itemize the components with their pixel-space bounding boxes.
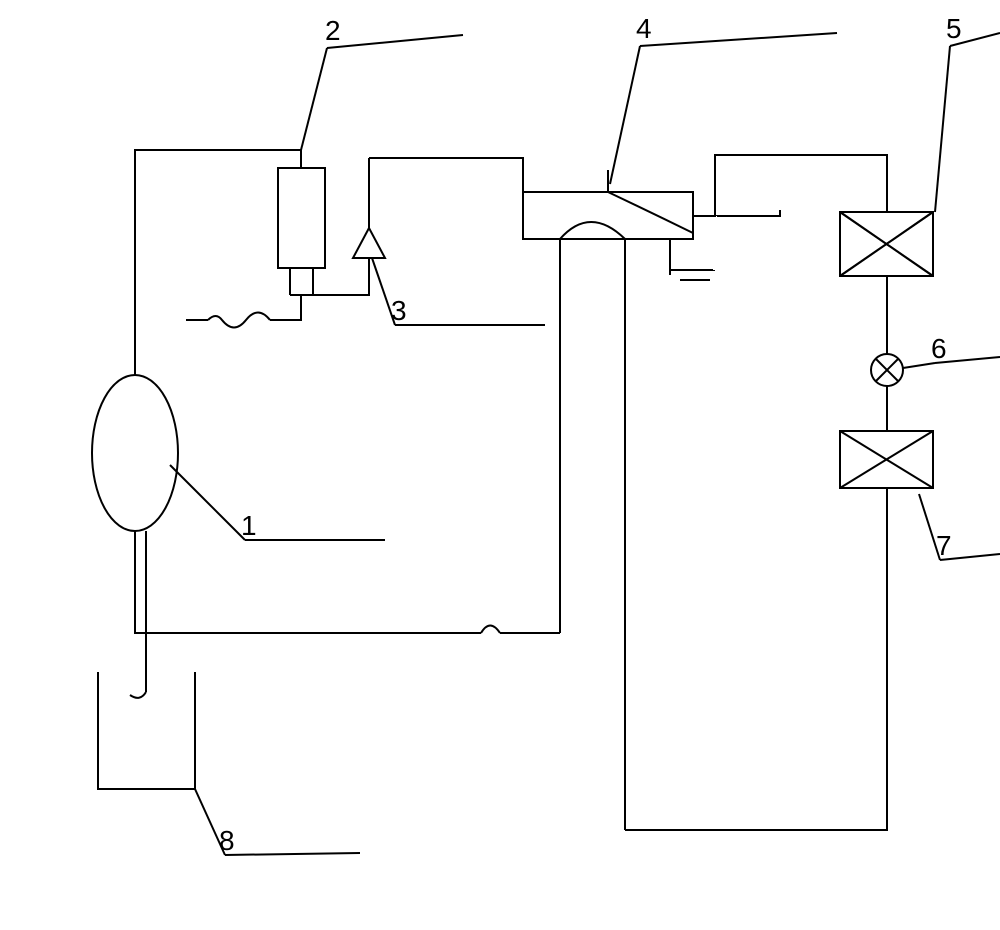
label-8: 8	[219, 825, 235, 856]
component-3-valve	[353, 158, 385, 285]
component-8-reservoir	[98, 672, 195, 789]
component-6-valve	[871, 354, 903, 386]
component-1-accumulator	[92, 375, 178, 531]
component-4-manifold	[523, 170, 693, 270]
label-3: 3	[391, 295, 407, 326]
label-5: 5	[946, 13, 962, 44]
piping	[135, 150, 887, 830]
label-6: 6	[931, 333, 947, 364]
piping-right	[670, 150, 933, 276]
label-2: 2	[325, 15, 341, 46]
component-2-block	[278, 168, 325, 295]
schematic-diagram: 2 4 5 3 6 1 7 8	[0, 0, 1000, 930]
label-1: 1	[241, 510, 257, 541]
label-7: 7	[936, 530, 952, 561]
label-4: 4	[636, 13, 652, 44]
piping-detail	[560, 239, 887, 835]
component-7-hx	[840, 431, 933, 488]
labels: 2 4 5 3 6 1 7 8	[219, 13, 962, 856]
